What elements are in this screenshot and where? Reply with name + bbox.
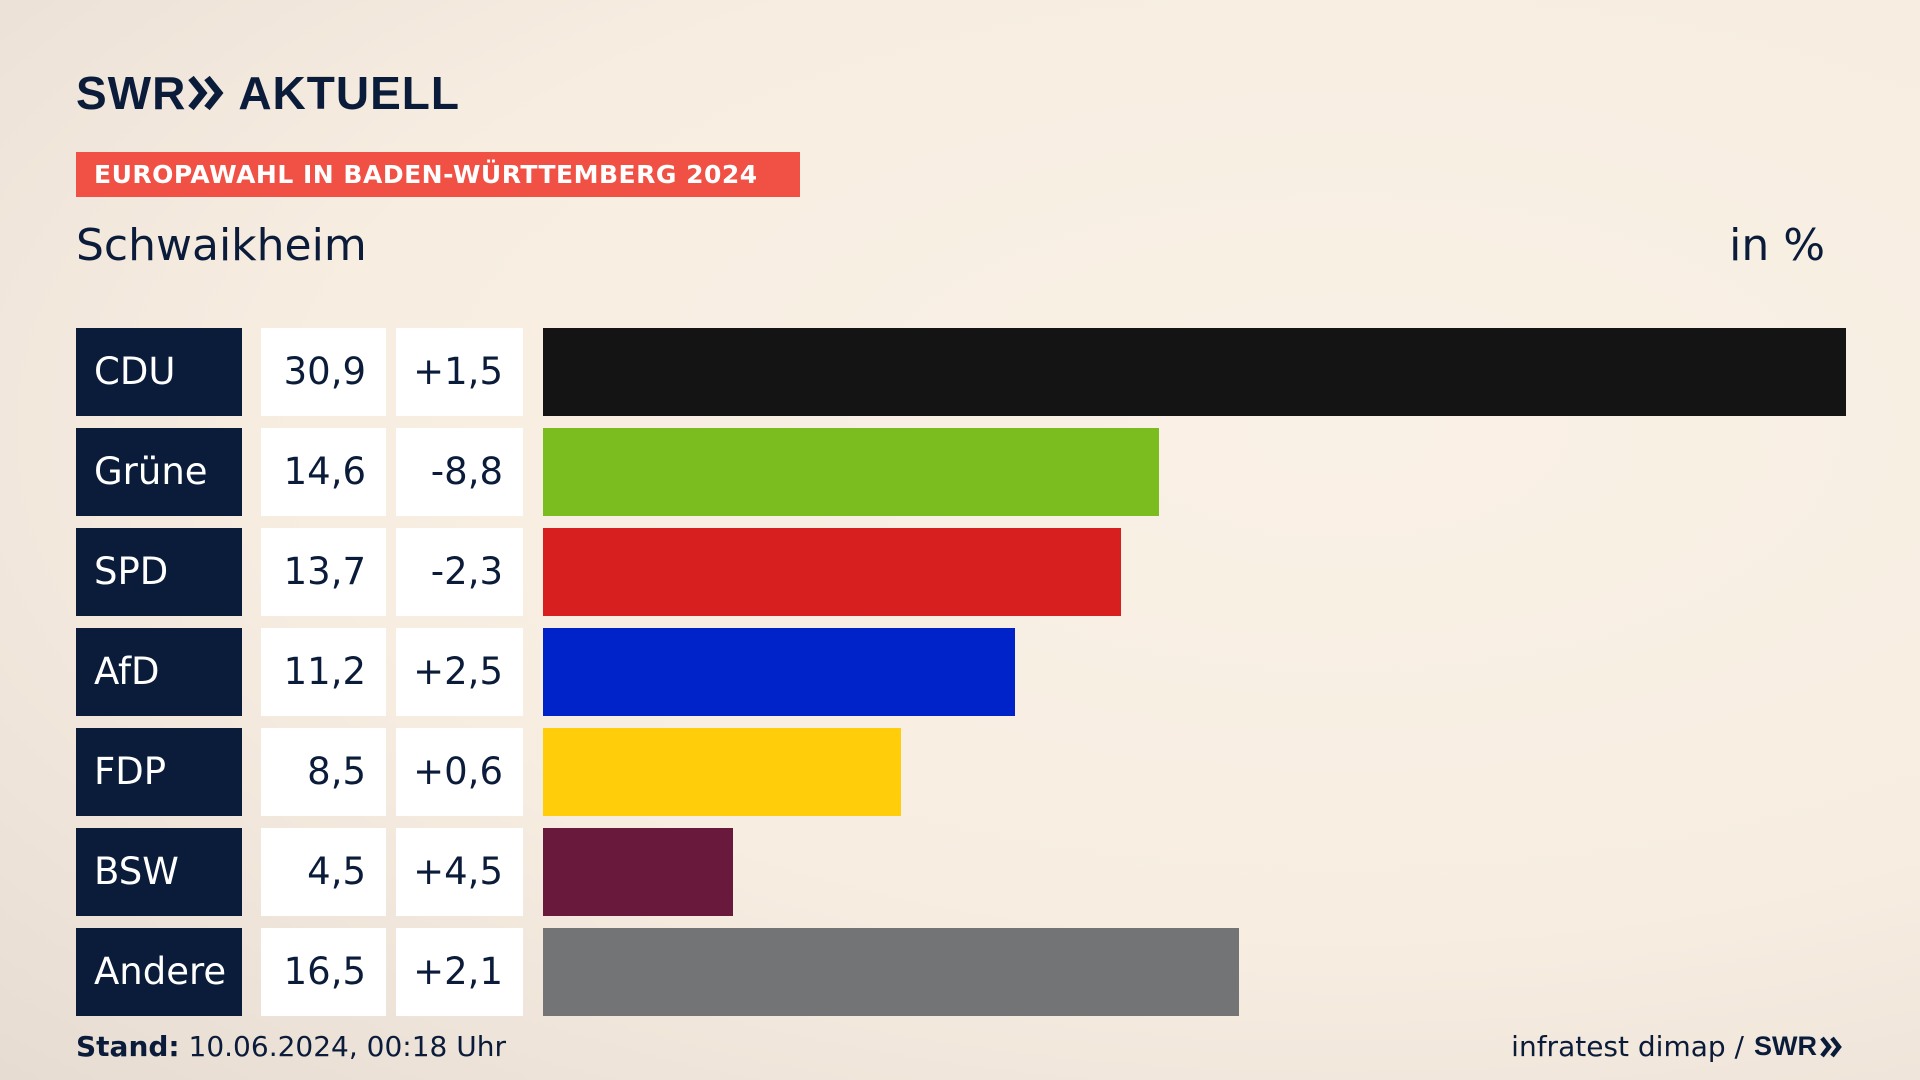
party-label: Andere <box>76 928 242 1016</box>
source-credit: infratest dimap / SWR <box>1511 1030 1844 1063</box>
result-row: FDP 8,5 +0,6 <box>76 728 1846 816</box>
change-label: -8,8 <box>396 428 523 516</box>
change-label: +4,5 <box>396 828 523 916</box>
party-label: Grüne <box>76 428 242 516</box>
source-text: infratest dimap / <box>1511 1030 1744 1063</box>
timestamp: Stand: 10.06.2024, 00:18 Uhr <box>76 1030 506 1063</box>
vote-share-label: 13,7 <box>261 528 386 616</box>
change-label: +1,5 <box>396 328 523 416</box>
result-row: SPD 13,7 -2,3 <box>76 528 1846 616</box>
result-bar <box>543 828 733 916</box>
aktuell-wordmark: AKTUELL <box>238 67 460 119</box>
result-row: Andere 16,5 +2,1 <box>76 928 1846 1016</box>
vote-share-label: 16,5 <box>261 928 386 1016</box>
change-label: -2,3 <box>396 528 523 616</box>
party-label: AfD <box>76 628 242 716</box>
swr-wordmark: SWR <box>76 67 187 119</box>
stand-label: Stand: <box>76 1030 180 1063</box>
party-label: BSW <box>76 828 242 916</box>
result-bar <box>543 428 1159 516</box>
result-bar <box>543 928 1239 1016</box>
result-row: AfD 11,2 +2,5 <box>76 628 1846 716</box>
vote-share-label: 14,6 <box>261 428 386 516</box>
swr-footer-wordmark: SWR <box>1754 1031 1817 1061</box>
change-label: +2,5 <box>396 628 523 716</box>
vote-share-label: 30,9 <box>261 328 386 416</box>
change-label: +2,1 <box>396 928 523 1016</box>
double-chevron-icon <box>1820 1036 1842 1057</box>
result-bar <box>543 328 1846 416</box>
double-chevron-icon <box>188 75 224 111</box>
party-label: SPD <box>76 528 242 616</box>
party-label: CDU <box>76 328 242 416</box>
result-bar <box>543 628 1015 716</box>
unit-label: in % <box>1729 220 1825 271</box>
result-bar <box>543 528 1121 616</box>
swr-aktuell-logo: SWR AKTUELL <box>76 66 460 120</box>
election-banner: EUROPAWAHL IN BADEN-WÜRTTEMBERG 2024 <box>76 152 800 197</box>
stand-value: 10.06.2024, 00:18 Uhr <box>188 1030 506 1063</box>
vote-share-label: 4,5 <box>261 828 386 916</box>
result-bar <box>543 728 901 816</box>
vote-share-label: 8,5 <box>261 728 386 816</box>
change-label: +0,6 <box>396 728 523 816</box>
party-label: FDP <box>76 728 242 816</box>
result-row: BSW 4,5 +4,5 <box>76 828 1846 916</box>
vote-share-label: 11,2 <box>261 628 386 716</box>
result-row: Grüne 14,6 -8,8 <box>76 428 1846 516</box>
result-row: CDU 30,9 +1,5 <box>76 328 1846 416</box>
swr-footer-logo: SWR <box>1754 1031 1844 1062</box>
place-title: Schwaikheim <box>76 220 367 271</box>
